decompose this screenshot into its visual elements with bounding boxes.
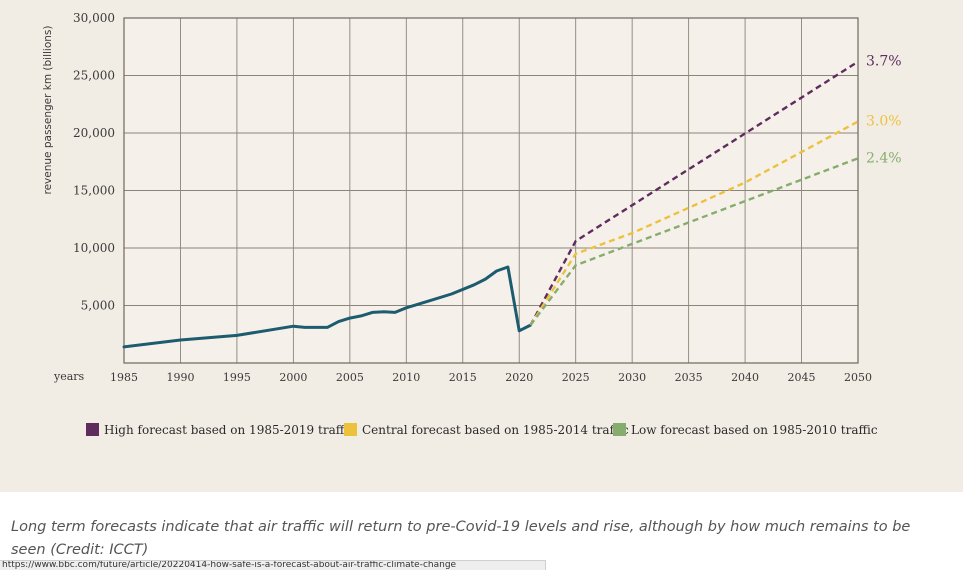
chart-figure: 5,000 10,000 15,000 20,000 25,000 30,000 1985 1…: [0, 0, 963, 492]
x-tick-label: 1990: [166, 371, 194, 384]
line-chart: 5,000 10,000 15,000 20,000 25,000 30,000 1985 1…: [42, 11, 902, 437]
x-tick-label: 2040: [731, 371, 759, 384]
x-tick-label: 2035: [675, 371, 703, 384]
y-tick-label: 10,000: [73, 241, 115, 255]
plot-frame: [123, 17, 859, 364]
legend-label: Central forecast based on 1985-2014 traf…: [362, 423, 629, 437]
legend-label: High forecast based on 1985-2019 traffic: [104, 423, 355, 437]
x-tick-label: 1995: [223, 371, 251, 384]
status-bar: https://www.bbc.com/future/article/20220…: [0, 560, 546, 570]
x-tick-label: 2015: [449, 371, 477, 384]
y-axis-label: revenue passenger km (billions): [42, 26, 54, 195]
x-tick-label: 1985: [110, 371, 138, 384]
legend-swatch: [86, 423, 99, 436]
x-tick-label: 2005: [336, 371, 364, 384]
series-end-label: 3.0%: [866, 114, 902, 130]
x-tick-label: 2050: [844, 371, 872, 384]
y-tick-label: 5,000: [81, 299, 115, 313]
legend-swatch: [613, 423, 626, 436]
figure-caption: Long term forecasts indicate that air tr…: [11, 519, 911, 558]
series-line-1: [529, 60, 859, 326]
y-tick-label: 15,000: [73, 184, 115, 198]
series-line-0: [122, 265, 532, 349]
legend-label: Low forecast based on 1985-2010 traffic: [631, 423, 878, 437]
x-tick-label: 2010: [392, 371, 420, 384]
y-tick-label: 20,000: [73, 126, 115, 140]
y-tick-label: 30,000: [73, 11, 115, 25]
series-end-label: 3.7%: [866, 54, 902, 70]
x-axis-label: years: [53, 370, 85, 383]
x-tick-label: 2025: [562, 371, 590, 384]
series-line-3: [529, 157, 859, 326]
x-tick-label: 2030: [618, 371, 646, 384]
y-tick-label: 25,000: [73, 69, 115, 83]
series-end-label: 2.4%: [866, 150, 902, 166]
x-tick-label: 2020: [505, 371, 533, 384]
x-tick-label: 2000: [279, 371, 307, 384]
series-line-2: [529, 120, 859, 326]
x-tick-label: 2045: [788, 371, 816, 384]
legend-swatch: [344, 423, 357, 436]
status-url: https://www.bbc.com/future/article/20220…: [2, 561, 457, 570]
